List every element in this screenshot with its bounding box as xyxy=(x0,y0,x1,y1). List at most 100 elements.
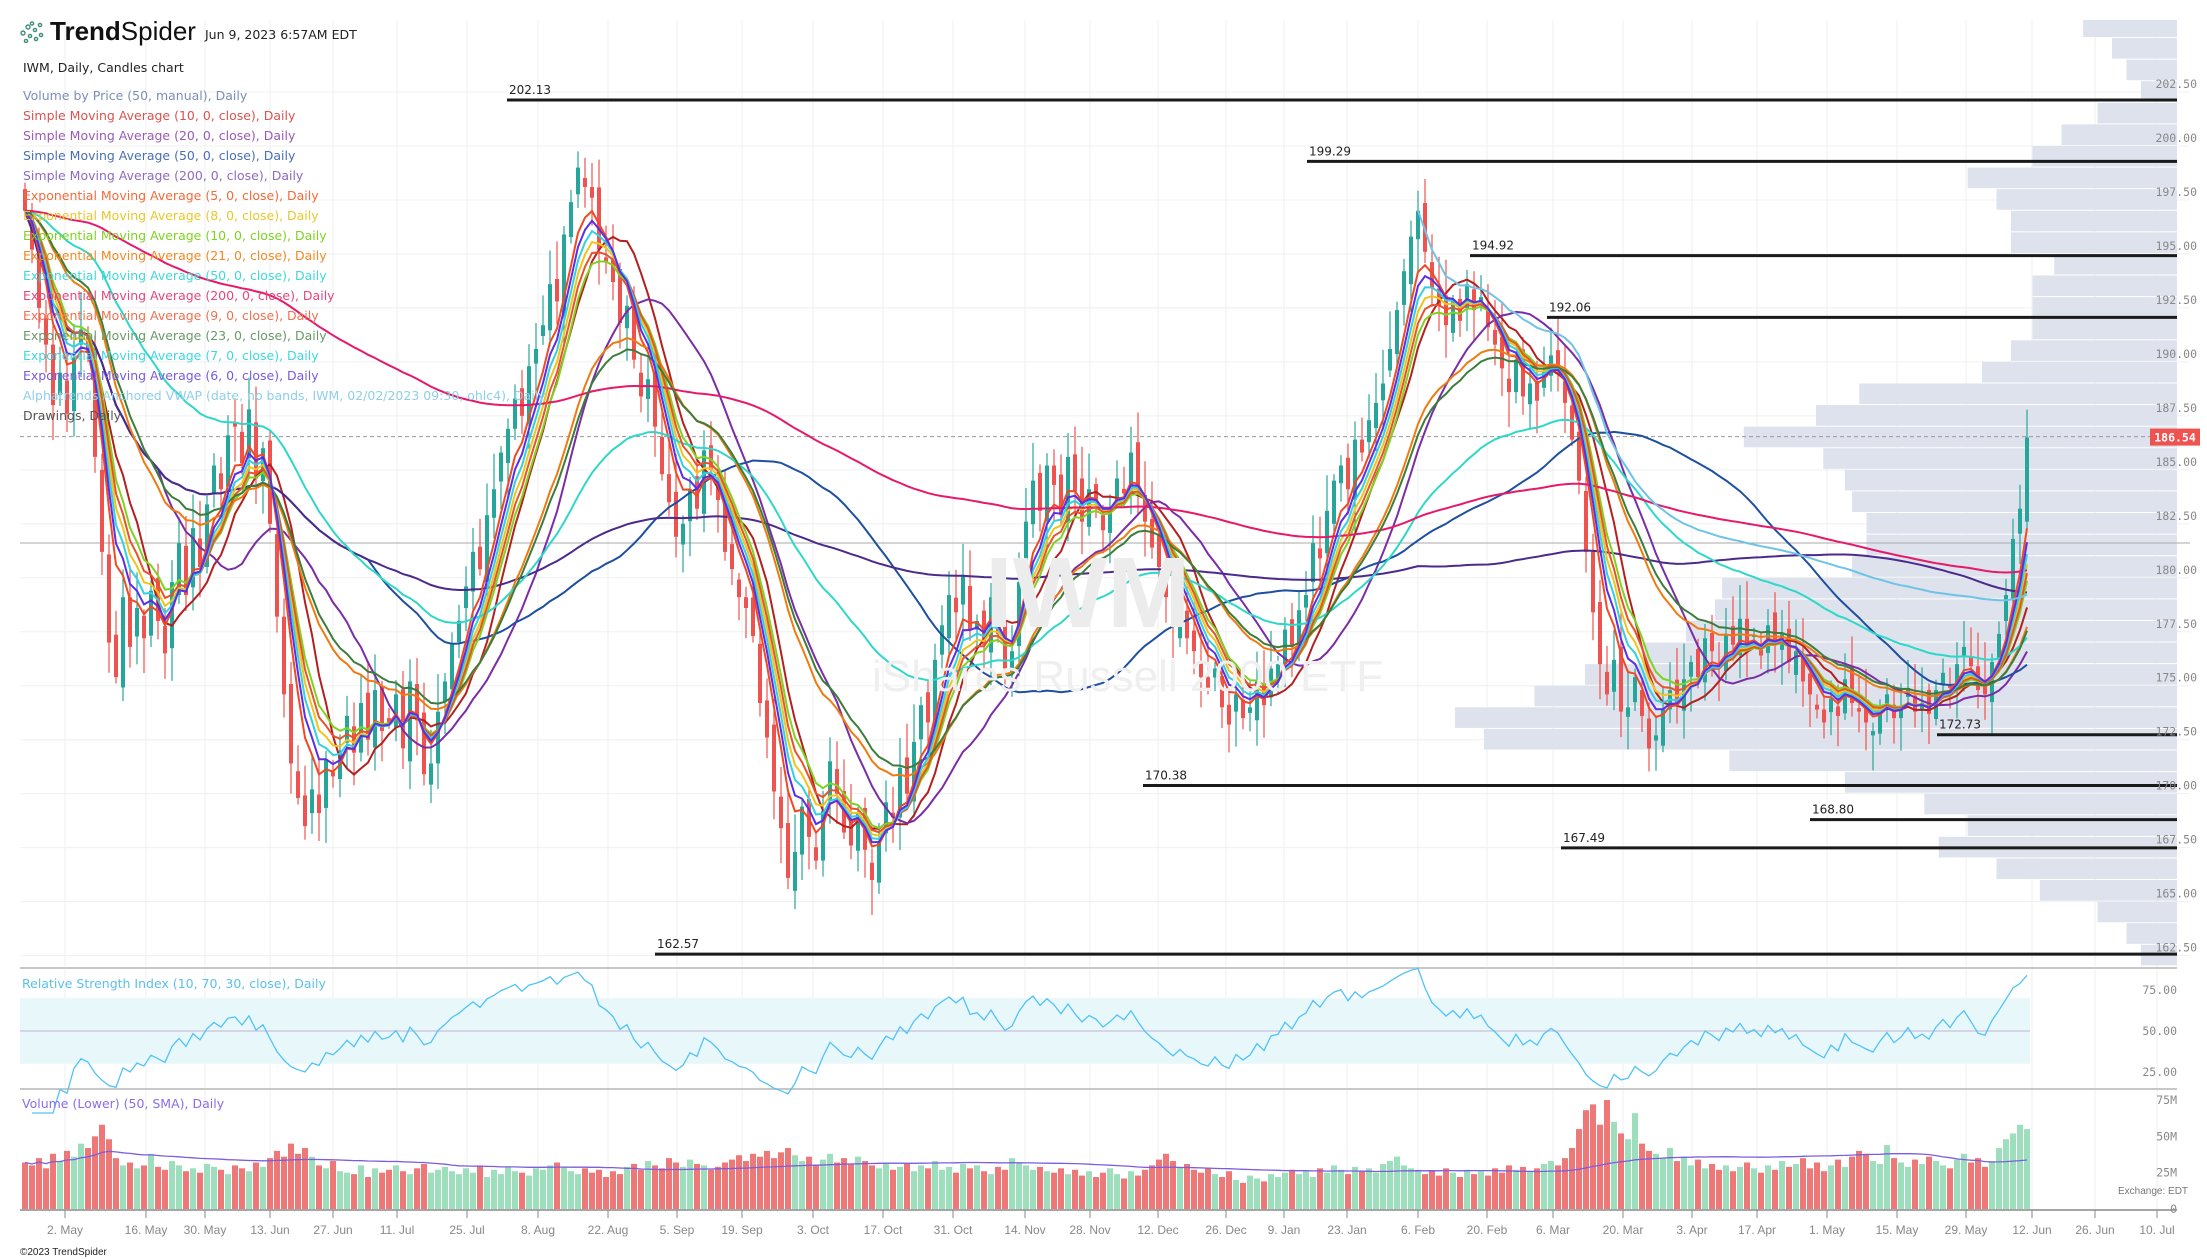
rsi-axis-label: 50.00 xyxy=(2142,1024,2177,1038)
volume-bar xyxy=(610,1171,616,1209)
candle-body xyxy=(1654,735,1658,741)
volume-bar xyxy=(1863,1153,1869,1209)
legend-item[interactable]: Simple Moving Average (20, 0, close), Da… xyxy=(23,128,296,143)
candle-body xyxy=(898,767,902,818)
candle-body xyxy=(506,428,510,463)
candle xyxy=(653,345,657,457)
candle xyxy=(646,357,650,423)
volume-sma-line xyxy=(24,1150,2028,1173)
volume-bar xyxy=(897,1166,903,1209)
legend-item[interactable]: Volume by Price (50, manual), Daily xyxy=(23,88,248,103)
candle xyxy=(1437,256,1441,332)
candle xyxy=(660,407,664,481)
rsi-panel-title[interactable]: Relative Strength Index (10, 70, 30, clo… xyxy=(22,976,326,991)
volume-bar xyxy=(491,1169,497,1209)
volume-bar xyxy=(575,1174,581,1209)
candle-body xyxy=(310,789,314,814)
volume-bar xyxy=(729,1159,735,1209)
volume-bar xyxy=(1457,1177,1463,1209)
legend-item[interactable]: Exponential Moving Average (200, 0, clos… xyxy=(23,288,335,303)
legend-item[interactable]: Exponential Moving Average (50, 0, close… xyxy=(23,268,327,283)
time-axis-label: 16. May xyxy=(125,1223,168,1237)
legend-item[interactable]: Simple Moving Average (200, 0, close), D… xyxy=(23,168,304,183)
candle-body xyxy=(205,504,209,567)
candle xyxy=(1619,613,1623,738)
ema-23-line xyxy=(24,209,2028,770)
candle-body xyxy=(618,269,622,324)
legend-item[interactable]: Exponential Moving Average (6, 0, close)… xyxy=(23,368,319,383)
candle xyxy=(1416,190,1420,275)
volume-bar xyxy=(78,1143,84,1209)
candle xyxy=(667,440,671,516)
volume-bar xyxy=(1933,1161,1939,1209)
candle xyxy=(1017,552,1021,677)
candle xyxy=(1661,685,1665,753)
volume-bar xyxy=(1247,1175,1253,1209)
legend-item[interactable]: Exponential Moving Average (5, 0, close)… xyxy=(23,188,319,203)
legend-item[interactable]: Exponential Moving Average (9, 0, close)… xyxy=(23,308,319,323)
candle-body xyxy=(1031,480,1035,525)
time-axis-label: 22. Aug xyxy=(588,1223,629,1237)
legend-item[interactable]: Exponential Moving Average (21, 0, close… xyxy=(23,248,327,263)
candle-body xyxy=(464,586,468,609)
candle-body xyxy=(429,763,433,785)
legend-item[interactable]: Exponential Moving Average (8, 0, close)… xyxy=(23,208,319,223)
volume-bar xyxy=(848,1163,854,1209)
candle xyxy=(555,241,559,325)
candle-body xyxy=(415,684,419,721)
volume-bar xyxy=(1261,1181,1267,1209)
candle-body xyxy=(513,398,517,429)
candle xyxy=(1395,301,1399,368)
candle-body xyxy=(1171,592,1175,626)
volume-bar xyxy=(1408,1168,1414,1209)
volume-bar xyxy=(1142,1169,1148,1209)
candle xyxy=(275,519,279,633)
candle-body xyxy=(877,841,881,883)
volume-bar xyxy=(1478,1171,1484,1209)
legend-item[interactable]: Simple Moving Average (10, 0, close), Da… xyxy=(23,108,296,123)
legend-item[interactable]: Exponential Moving Average (23, 0, close… xyxy=(23,328,327,343)
candle xyxy=(534,323,538,397)
candle xyxy=(310,755,314,834)
ema-200-line xyxy=(24,209,2028,574)
volume-bar xyxy=(960,1163,966,1209)
volume-bar xyxy=(1387,1161,1393,1209)
candle-body xyxy=(100,469,104,552)
volume-bar xyxy=(1940,1165,1946,1209)
price-axis-label: 162.50 xyxy=(2155,941,2197,955)
candle-body xyxy=(1829,698,1833,713)
legend-item[interactable]: Alphatrends Anchored VWAP (date, no band… xyxy=(23,388,546,403)
candle-body xyxy=(1283,629,1287,665)
candle-body xyxy=(1234,694,1238,712)
candle-body xyxy=(1395,310,1399,355)
candle-body xyxy=(1059,474,1063,516)
candle-body xyxy=(1339,465,1343,484)
volume-bar xyxy=(1716,1169,1722,1209)
candle xyxy=(1871,722,1875,771)
price-axis-label: 167.50 xyxy=(2155,833,2197,847)
candle xyxy=(2018,484,2022,564)
candle-body xyxy=(492,489,496,518)
volume-bar xyxy=(1569,1147,1575,1209)
candle xyxy=(863,797,867,878)
candle-body xyxy=(58,372,62,395)
legend-item[interactable]: Simple Moving Average (50, 0, close), Da… xyxy=(23,148,296,163)
candle xyxy=(1703,623,1707,701)
volume-bar xyxy=(1219,1177,1225,1209)
candle-body xyxy=(1521,349,1525,397)
candle-body xyxy=(1199,661,1203,678)
candle-body xyxy=(856,813,860,851)
candle xyxy=(779,766,783,864)
candle-body xyxy=(1045,465,1049,522)
volume-bar xyxy=(645,1161,651,1209)
candle xyxy=(1304,571,1308,622)
legend-item[interactable]: Drawings, Daily xyxy=(23,408,122,423)
candle-body xyxy=(436,711,440,764)
volume-bar xyxy=(1730,1171,1736,1209)
legend-item[interactable]: Exponential Moving Average (7, 0, close)… xyxy=(23,348,319,363)
candle xyxy=(1899,683,1903,751)
legend-item[interactable]: Exponential Moving Average (10, 0, close… xyxy=(23,228,327,243)
volume-bar xyxy=(29,1165,35,1209)
volume-panel-title[interactable]: Volume (Lower) (50, SMA), Daily xyxy=(22,1096,225,1111)
